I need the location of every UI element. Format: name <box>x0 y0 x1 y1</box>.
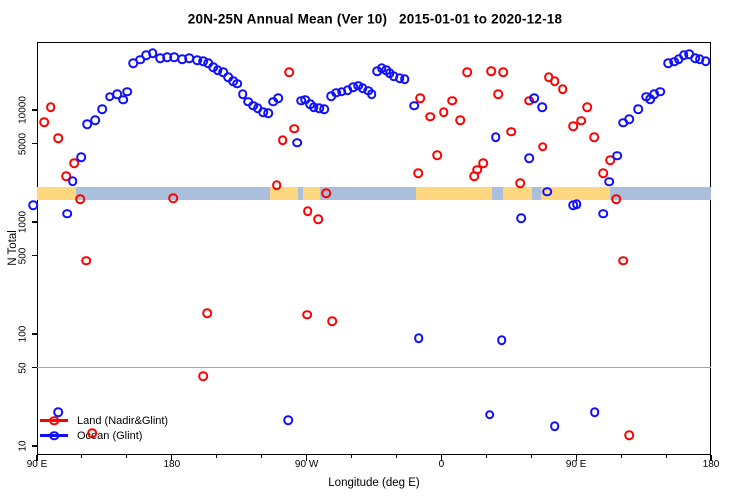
legend: Land (Nadir&Glint) Ocean (Glint) <box>40 413 168 443</box>
x-axis-minor-tick <box>350 455 353 459</box>
x-axis-minor-tick <box>81 455 83 459</box>
x-axis-tick <box>305 455 308 461</box>
legend-item-ocean: Ocean (Glint) <box>40 428 168 443</box>
density-band-orange-segment <box>270 187 299 201</box>
legend-label-land: Land (Nadir&Glint) <box>77 414 169 427</box>
y-axis-tick <box>31 221 37 223</box>
density-band-orange-segment <box>303 187 320 201</box>
y-axis-tick <box>31 255 37 257</box>
density-band-orange-segment <box>503 187 533 201</box>
x-axis-tick-label: 0 <box>438 459 445 470</box>
chart-title: 20N-25N Annual Mean (Ver 10) 2015-01-01 … <box>187 11 563 27</box>
x-axis-minor-tick <box>665 455 667 459</box>
x-axis-tick <box>36 455 38 461</box>
y-axis-tick-label: 100 <box>17 325 29 343</box>
x-axis-tick <box>710 455 712 461</box>
y-axis-tick-label: 500 <box>17 247 29 265</box>
land-marker-icon <box>40 415 68 426</box>
x-axis-minor-tick <box>485 455 487 459</box>
density-band-orange-segment <box>416 187 492 201</box>
ocean-circle-icon <box>49 430 59 441</box>
y-axis-tick <box>31 445 37 447</box>
x-axis-tick <box>171 455 173 461</box>
x-axis-minor-tick <box>620 455 622 459</box>
x-axis-tick <box>575 455 577 461</box>
density-band-orange-segment <box>37 187 76 201</box>
x-axis-minor-tick <box>395 455 398 459</box>
density-band-orange-segment <box>541 187 610 201</box>
reference-line-50 <box>37 366 711 369</box>
x-axis-tick <box>440 455 443 461</box>
x-axis-tick-label: 90 E <box>26 459 48 470</box>
x-axis-minor-tick <box>261 455 263 459</box>
x-axis-label: Longitude (deg E) <box>328 477 420 489</box>
y-axis-tick-label: 1000 <box>17 210 29 234</box>
legend-item-land: Land (Nadir&Glint) <box>40 413 168 428</box>
y-axis-tick <box>31 367 37 369</box>
y-axis-tick-label: 5000 <box>17 132 29 155</box>
y-axis-tick-label: 10000 <box>17 96 29 124</box>
plot-border <box>37 42 711 455</box>
x-axis-tick-label: 180 <box>702 459 720 470</box>
y-axis-tick <box>31 109 37 111</box>
y-axis-tick-label: 10 <box>17 440 29 452</box>
y-axis-tick-label: 50 <box>17 362 29 374</box>
x-axis-minor-tick <box>530 455 532 459</box>
y-axis-tick <box>31 333 37 335</box>
land-circle-icon <box>49 415 59 426</box>
x-axis-minor-tick <box>126 455 128 459</box>
x-axis-minor-tick <box>216 455 218 459</box>
x-axis-tick-label: 180 <box>163 459 181 470</box>
x-axis-tick-label: 90 E <box>565 459 587 470</box>
legend-label-ocean: Ocean (Glint) <box>77 429 143 442</box>
ocean-marker-icon <box>40 430 68 441</box>
y-axis-tick <box>31 143 37 145</box>
x-axis-tick-label: 90 W <box>294 459 319 470</box>
